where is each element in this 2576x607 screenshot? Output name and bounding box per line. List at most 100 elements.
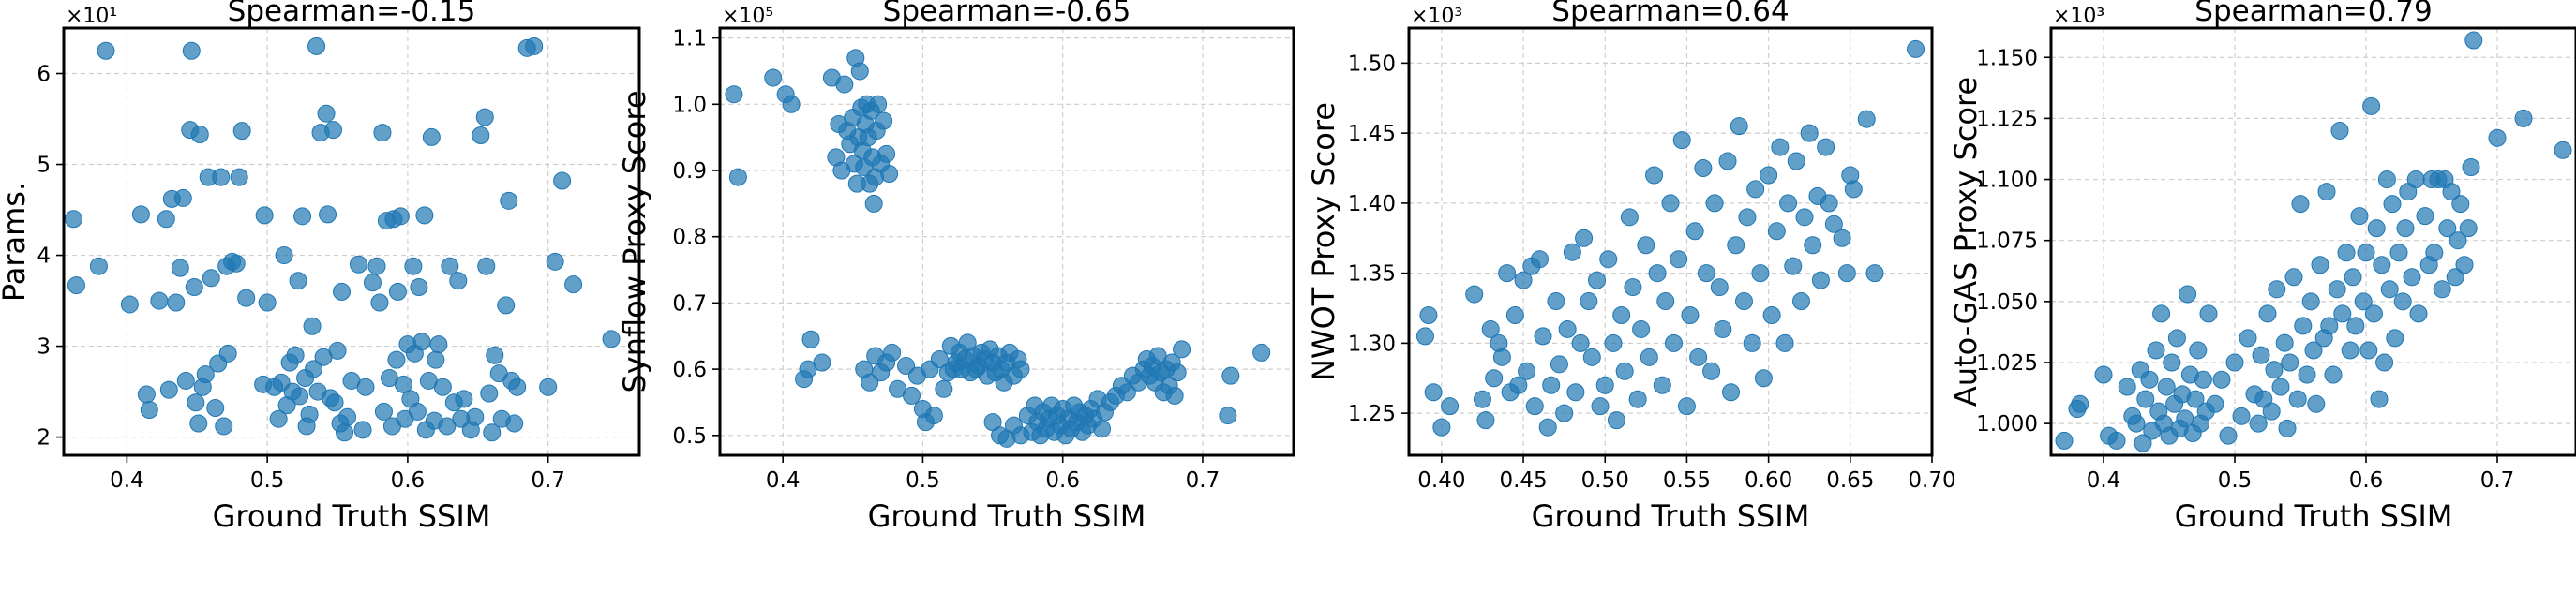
data-point: [525, 37, 544, 55]
data-point: [2249, 414, 2268, 433]
data-point: [305, 360, 323, 378]
data-point: [475, 108, 494, 126]
data-point: [1645, 166, 1664, 185]
data-point: [2451, 195, 2470, 214]
data-point: [349, 255, 367, 274]
data-point: [2320, 317, 2339, 335]
data-point: [875, 111, 893, 130]
data-point: [190, 126, 209, 144]
subplot-autogas: 0.4 0.5 0.6 0.7 1.000 1.025 1.050 1.075 1.100 1.1…: [1948, 0, 2576, 534]
data-point: [1558, 319, 1577, 338]
y-tick-label: 1.50: [1348, 52, 1396, 76]
data-point: [1588, 271, 1607, 289]
data-point: [546, 252, 564, 271]
data-point: [2433, 280, 2451, 299]
data-point: [455, 390, 473, 408]
data-point: [1702, 362, 1721, 380]
data-point: [189, 414, 208, 433]
data-point: [1751, 264, 1770, 283]
data-point: [1824, 215, 1843, 233]
plot-frame: [62, 26, 641, 457]
data-point: [202, 269, 220, 288]
data-point: [2333, 304, 2352, 323]
data-point: [864, 194, 883, 213]
data-point: [363, 274, 382, 292]
y-axis-label: NWOT Proxy Score: [1306, 102, 1341, 381]
data-point: [782, 95, 801, 113]
data-point: [2425, 244, 2444, 262]
x-tick-label: 0.5: [906, 468, 940, 493]
data-point: [307, 37, 326, 55]
x-axis-label: Ground Truth SSIM: [213, 498, 491, 534]
data-point: [336, 423, 354, 442]
data-point: [2239, 329, 2257, 348]
data-point: [2406, 170, 2425, 189]
data-point: [1817, 138, 1835, 156]
data-point: [1656, 292, 1675, 311]
data-point: [64, 210, 82, 229]
data-point: [404, 257, 423, 275]
data-point: [1907, 39, 1925, 58]
data-point: [182, 41, 201, 60]
data-point: [387, 350, 406, 369]
data-point: [2337, 244, 2356, 262]
data-point: [1571, 333, 1590, 352]
data-point: [1632, 319, 1651, 338]
data-point: [1640, 348, 1658, 366]
data-point: [173, 188, 192, 207]
plot-frame: [718, 26, 1295, 457]
data-point: [1685, 222, 1704, 241]
data-point: [1787, 152, 1805, 170]
x-tick-label: 0.40: [1417, 468, 1465, 493]
data-point: [1566, 383, 1585, 402]
data-point: [2459, 219, 2478, 238]
data-point: [2328, 280, 2346, 299]
data-point: [1800, 124, 1819, 142]
data-point: [1492, 348, 1511, 366]
data-point: [2206, 394, 2224, 413]
data-point: [2225, 353, 2244, 372]
data-point: [2324, 365, 2343, 384]
data-point: [2330, 121, 2349, 140]
data-point: [1485, 369, 1504, 388]
x-axis-label: Ground Truth SSIM: [1532, 498, 1810, 534]
data-point: [89, 257, 108, 275]
y-tick-label: 1.050: [1976, 290, 2038, 315]
data-point: [1534, 327, 1552, 346]
data-point: [1653, 376, 1671, 394]
y-axis-multiplier: ×10⁵: [722, 5, 773, 28]
data-point: [212, 168, 231, 186]
data-point: [176, 371, 195, 390]
data-point: [553, 171, 572, 190]
data-point: [2344, 268, 2362, 287]
data-point: [1837, 264, 1856, 283]
y-axis-label: Synflow Proxy Score: [617, 90, 652, 392]
y-axis-label: Params.: [0, 182, 32, 302]
data-point: [1767, 222, 1786, 241]
data-point: [1432, 418, 1451, 437]
data-point: [1514, 271, 1533, 289]
data-point: [2118, 378, 2136, 396]
data-point: [2359, 341, 2378, 360]
data-point: [1792, 292, 1810, 311]
data-point: [2307, 394, 2326, 413]
data-point: [1795, 208, 1814, 227]
data-point: [2403, 268, 2421, 287]
data-point: [1661, 194, 1680, 213]
data-point: [367, 257, 386, 275]
x-tick-label: 0.4: [110, 468, 144, 493]
data-point: [483, 423, 502, 442]
y-tick-label: 3: [37, 335, 51, 360]
data-point: [1760, 166, 1778, 185]
data-point: [1833, 229, 1851, 247]
data-point: [2275, 333, 2294, 352]
y-tick-label: 0.5: [672, 424, 707, 449]
data-point: [412, 333, 431, 351]
data-point: [2438, 219, 2457, 238]
data-point: [1604, 333, 1623, 352]
x-tick-label: 0.65: [1826, 468, 1874, 493]
chart-title: Spearman=0.64: [1551, 0, 1789, 28]
data-point: [1734, 292, 1753, 311]
data-point: [1844, 180, 1863, 199]
data-point: [374, 402, 393, 421]
